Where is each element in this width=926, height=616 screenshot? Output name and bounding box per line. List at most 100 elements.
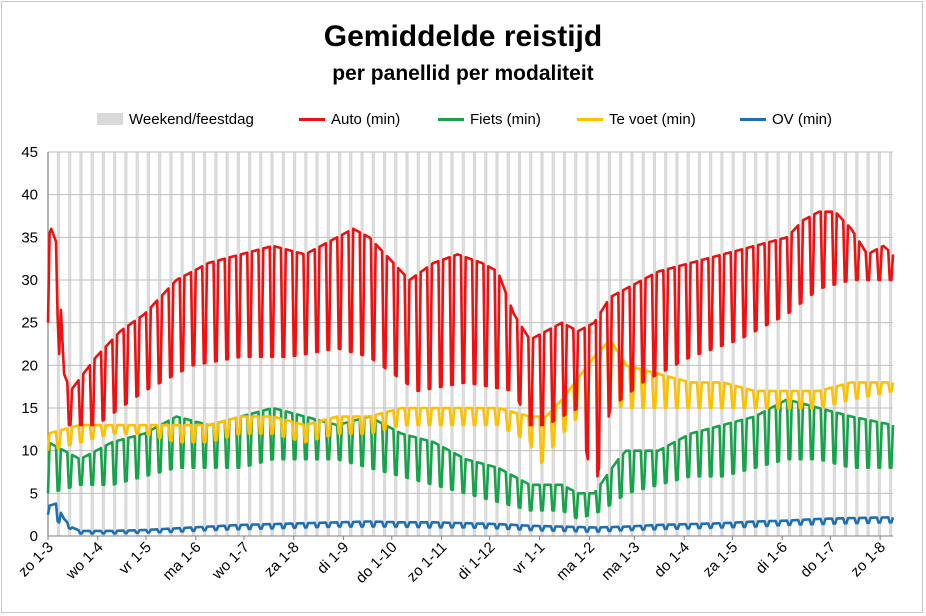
legend-item-weekend: Weekend/feestdag xyxy=(97,108,254,130)
weekend-band xyxy=(868,152,870,536)
x-tick-label: za 1-5 xyxy=(700,539,742,581)
weekend-band xyxy=(776,152,779,536)
legend-swatch-ov xyxy=(740,117,766,121)
y-tick-label: 45 xyxy=(21,144,38,161)
series-line-te xyxy=(46,341,895,465)
legend-swatch-auto xyxy=(299,117,325,121)
weekend-band xyxy=(799,152,801,536)
series-line-auto xyxy=(46,210,895,478)
y-tick-label: 35 xyxy=(21,229,38,246)
legend-item-fiets: Fiets (min) xyxy=(438,108,541,130)
x-tick-label: zo 1-11 xyxy=(404,539,451,586)
weekend-band xyxy=(575,152,578,536)
legend: Weekend/feestdag Auto (min) Fiets (min) … xyxy=(0,108,926,130)
weekend-band xyxy=(101,152,104,536)
chart-title: Gemiddelde reistijd xyxy=(323,20,603,53)
weekend-band xyxy=(586,152,589,536)
x-tick-label: wo 1-7 xyxy=(208,539,253,584)
y-tick-label: 30 xyxy=(21,272,38,289)
y-tick-label: 10 xyxy=(21,443,38,460)
weekend-band xyxy=(766,152,769,536)
weekend-band xyxy=(877,152,880,536)
x-tick-label: za 1-8 xyxy=(261,539,303,581)
weekend-band xyxy=(540,152,542,536)
legend-item-ov: OV (min) xyxy=(740,108,832,130)
weekend-band xyxy=(821,152,824,536)
weekend-band xyxy=(596,152,599,536)
weekend-band xyxy=(574,152,576,536)
weekend-band xyxy=(69,152,72,536)
legend-swatch-weekend xyxy=(97,113,123,125)
legend-item-te-voet: Te voet (min) xyxy=(577,108,696,130)
weekend-band xyxy=(80,152,83,536)
weekend-band xyxy=(778,152,780,536)
x-tick-label: ma 1-3 xyxy=(598,539,643,584)
weekend-band xyxy=(529,152,531,536)
weekend-band xyxy=(742,152,745,536)
weekend-band xyxy=(755,152,758,536)
weekend-band xyxy=(733,152,735,536)
weekend-band xyxy=(890,152,893,536)
x-tick-label: vr 1-5 xyxy=(116,539,155,578)
weekend-band xyxy=(103,152,106,536)
legend-swatch-fiets xyxy=(438,117,464,121)
series-line-fiets xyxy=(46,398,895,520)
weekend-band xyxy=(585,152,587,536)
x-tick-label: di 1-9 xyxy=(314,539,353,578)
weekend-band xyxy=(551,152,554,536)
weekend-band xyxy=(832,152,835,536)
weekend-band xyxy=(856,152,859,536)
weekend-band xyxy=(810,152,812,536)
x-tick-label: zo 1-3 xyxy=(15,539,57,581)
x-tick-label: di 1-12 xyxy=(454,539,498,583)
series-line-ov xyxy=(46,502,895,535)
weekend-band xyxy=(92,152,94,536)
weekend-band xyxy=(744,152,747,536)
legend-item-auto: Auto (min) xyxy=(299,108,400,130)
chart-subtitle: per panellid per modaliteit xyxy=(332,62,594,85)
weekend-band xyxy=(823,152,825,536)
weekend-band xyxy=(800,152,803,536)
weekend-band xyxy=(789,152,791,536)
weekend-band xyxy=(79,152,81,536)
legend-label-te-voet: Te voet (min) xyxy=(609,110,696,128)
weekend-band xyxy=(90,152,93,536)
weekend-band xyxy=(113,152,115,536)
weekend-band xyxy=(888,152,891,536)
weekend-band xyxy=(855,152,857,536)
weekend-band xyxy=(530,152,533,536)
x-tick-label: ma 1-6 xyxy=(160,539,205,584)
y-tick-label: 5 xyxy=(30,485,38,502)
weekend-band xyxy=(811,152,814,536)
y-tick-label: 40 xyxy=(21,187,38,204)
legend-swatch-te-voet xyxy=(577,117,603,121)
x-tick-label: di 1-6 xyxy=(752,539,791,578)
weekend-band xyxy=(845,152,848,536)
weekend-band xyxy=(68,152,70,536)
legend-label-auto: Auto (min) xyxy=(331,110,401,128)
weekend-band xyxy=(844,152,846,536)
x-tick-label: wo 1-4 xyxy=(62,539,107,584)
weekend-band xyxy=(731,152,734,536)
weekend-band xyxy=(834,152,836,536)
y-tick-label: 25 xyxy=(21,315,38,332)
weekend-band xyxy=(866,152,869,536)
weekend-band xyxy=(879,152,881,536)
legend-label-ov: OV (min) xyxy=(772,110,832,128)
x-tick-label: zo 1-8 xyxy=(847,539,889,581)
weekend-band xyxy=(754,152,756,536)
x-tick-label: ma 1-2 xyxy=(553,539,598,584)
x-tick-label: do 1-4 xyxy=(651,539,693,581)
y-tick-label: 15 xyxy=(21,400,38,417)
x-tick-label: do 1-7 xyxy=(797,539,839,581)
weekend-band xyxy=(114,152,117,536)
legend-label-weekend: Weekend/feestdag xyxy=(129,110,254,128)
x-tick-label: do 1-10 xyxy=(353,539,401,587)
weekend-band xyxy=(541,152,544,536)
y-tick-label: 0 xyxy=(30,528,38,545)
legend-label-fiets: Fiets (min) xyxy=(470,110,541,128)
weekend-band xyxy=(787,152,790,536)
weekend-band xyxy=(765,152,767,536)
